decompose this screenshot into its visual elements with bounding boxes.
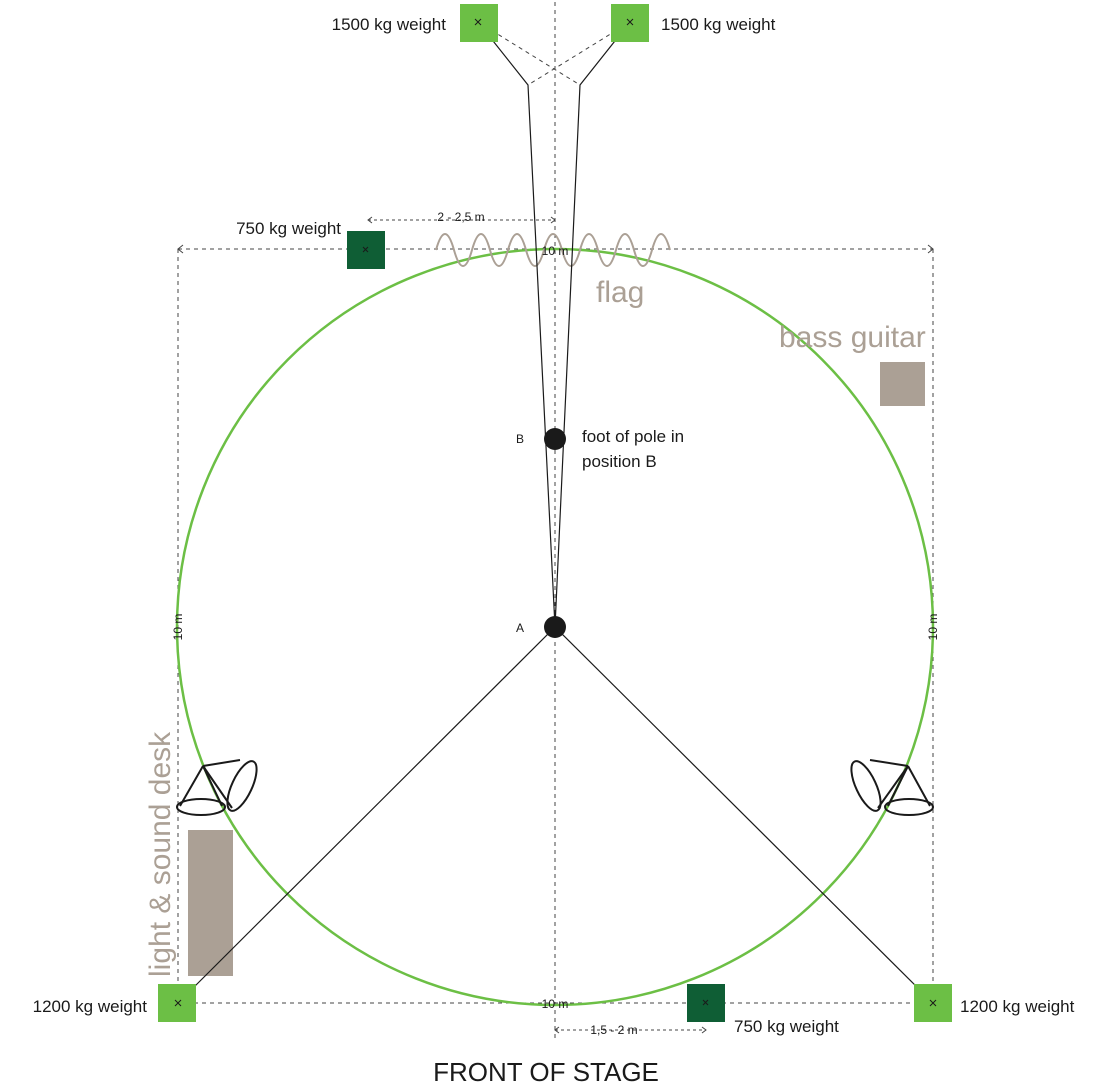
arrow-top-right [927, 244, 934, 254]
weight-mid-bottom-label: 750 kg weight [734, 1017, 839, 1036]
x-mark-top-left [474, 18, 482, 26]
arrow-distance-top-left [367, 216, 373, 224]
dimension-top-label: 10 m [542, 244, 569, 258]
x-mark-750-top [362, 246, 369, 253]
pole-note-line1: foot of pole in [582, 427, 684, 446]
arrow-top-left [177, 244, 184, 254]
weight-bottom-left-label: 1200 kg weight [33, 997, 148, 1016]
arrow-distance-bottom-right [701, 1026, 707, 1034]
x-mark-750-bottom [702, 999, 709, 1006]
weight-top-right-label: 1500 kg weight [661, 15, 776, 34]
front-of-stage-label: FRONT OF STAGE [433, 1057, 659, 1086]
dimension-right-label: 10 m [926, 614, 940, 641]
weight-mid-top-label: 750 kg weight [236, 219, 341, 238]
arrow-distance-bottom-left [554, 1026, 560, 1034]
arrow-distance-top-right [550, 216, 556, 224]
distance-top-label: 2 - 2,5 m [437, 210, 484, 224]
flag-label: flag [596, 276, 644, 309]
speaker-left-icon [176, 759, 258, 816]
dimension-arrows [177, 216, 934, 1034]
dimension-lines [177, 2, 934, 1040]
light-sound-desk [188, 830, 233, 976]
point-b-label: B [516, 432, 524, 446]
dimension-left-label: 10 m [171, 614, 185, 641]
rope-to-bottom-left-weight [177, 626, 556, 1004]
rope-to-bottom-right-weight [554, 626, 934, 1004]
rope-to-top-left-weight [477, 21, 556, 628]
flag-wave [435, 233, 671, 267]
point-a-label: A [516, 621, 524, 635]
pole-note-line2: position B [582, 452, 657, 471]
rope-to-top-right-weight [554, 21, 631, 628]
bass-guitar-label: bass guitar [779, 321, 926, 354]
dimension-bottom-label: 10 m [542, 997, 569, 1011]
x-mark-top-right [626, 18, 634, 26]
weight-center-marks [174, 18, 937, 1007]
pole-position-a [544, 616, 566, 638]
bass-guitar-amp [880, 362, 925, 406]
x-mark-bottom-left [174, 999, 182, 1007]
speaker-right-icon [850, 759, 934, 816]
stage-circle [175, 247, 935, 1007]
light-sound-desk-label: light & sound desk [144, 731, 177, 977]
pole-position-b [544, 428, 566, 450]
weight-1200-bottom-left [158, 984, 196, 1022]
x-mark-bottom-right [929, 999, 937, 1007]
guy-ropes [177, 21, 934, 1004]
weight-1500-top-right [611, 4, 649, 42]
weight-top-left-label: 1500 kg weight [332, 15, 447, 34]
distance-bottom-label: 1,5 - 2 m [590, 1023, 637, 1037]
weight-bottom-right-label: 1200 kg weight [960, 997, 1075, 1016]
